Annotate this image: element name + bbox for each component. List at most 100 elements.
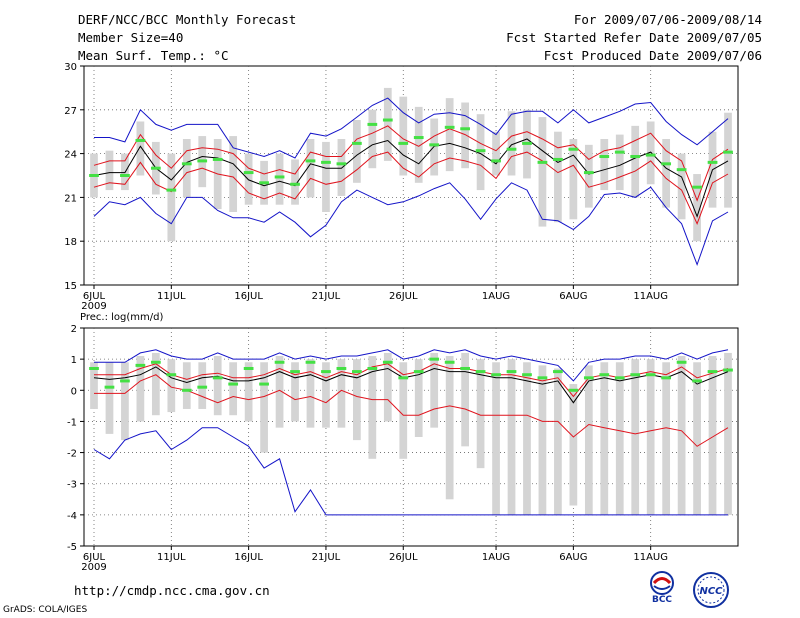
x-tick-label: 26JUL: [389, 291, 418, 302]
spread-box: [151, 352, 160, 416]
spread-box: [291, 159, 299, 205]
observation-marker: [197, 159, 208, 163]
spread-box: [600, 139, 609, 191]
spread-box: [337, 359, 346, 428]
spread-box: [306, 359, 315, 428]
spread-box: [445, 356, 454, 500]
observation-marker: [274, 175, 285, 179]
observation-marker: [429, 143, 440, 147]
x-tick-label: 6AUG: [559, 552, 587, 563]
forecast-produced-date: Fcst Produced Date 2009/07/06: [543, 48, 762, 63]
spread-box: [492, 131, 500, 176]
spread-box: [600, 362, 609, 515]
observation-marker: [212, 157, 223, 161]
observation-marker: [491, 373, 501, 377]
spread-box: [554, 368, 562, 515]
spread-box: [662, 139, 671, 208]
y-tick-label: 2: [71, 324, 77, 335]
observation-marker: [413, 370, 424, 374]
x-tick-label: 26JUL: [389, 552, 418, 563]
observation-marker: [707, 160, 718, 164]
observation-marker: [259, 181, 269, 185]
spread-box: [244, 153, 253, 205]
observation-marker: [614, 150, 625, 154]
spread-box: [322, 141, 330, 212]
observation-marker: [89, 366, 99, 370]
spread-box: [693, 174, 701, 242]
forecast-period: For 2009/07/06-2009/08/14: [573, 12, 762, 27]
observation-marker: [630, 155, 641, 159]
spread-box: [615, 134, 624, 191]
x-tick-label: 6JUL: [83, 291, 106, 302]
plot-frame: [83, 65, 739, 286]
spread-box: [538, 117, 547, 227]
y-tick-label: -1: [67, 417, 77, 428]
y-tick-label: -3: [67, 480, 77, 491]
x-tick-label: 1AUG: [482, 552, 510, 563]
observation-marker: [692, 379, 702, 383]
y-tick-label: 1: [71, 355, 77, 366]
spread-box: [677, 356, 686, 515]
spread-box: [136, 121, 145, 176]
observation-marker: [506, 370, 517, 374]
observation-marker: [537, 160, 548, 164]
observation-marker: [150, 360, 161, 364]
spread-box: [492, 362, 500, 515]
observation-marker: [104, 385, 115, 389]
ncc-logo-text: NCC: [699, 586, 723, 597]
spread-box: [476, 359, 485, 469]
observation-marker: [599, 373, 610, 377]
spread-box: [229, 362, 238, 416]
plot-frame: [83, 327, 739, 547]
source-url[interactable]: http://cmdp.ncc.cma.gov.cn: [74, 583, 270, 598]
ensemble-mean-line: [93, 138, 729, 218]
observation-marker: [568, 147, 579, 151]
observation-marker: [398, 141, 409, 145]
observation-marker: [475, 149, 486, 153]
spread-box: [121, 362, 129, 441]
y-tick-label: 15: [64, 281, 77, 292]
observation-marker: [491, 159, 501, 163]
spread-box: [631, 359, 640, 515]
y-tick-label: -2: [67, 449, 77, 460]
observation-marker: [336, 366, 347, 370]
spread-box: [105, 150, 114, 191]
ensemble-lower-line: [94, 374, 729, 447]
observation-marker: [243, 366, 254, 370]
spread-box: [167, 153, 176, 242]
spread-box: [677, 153, 686, 220]
spread-box: [538, 365, 547, 515]
observation-marker: [120, 174, 130, 177]
observation-marker: [382, 360, 393, 364]
observation-marker: [460, 127, 470, 131]
spread-box: [414, 106, 423, 183]
spread-box: [337, 139, 346, 196]
observation-marker: [692, 185, 702, 189]
spread-box: [322, 362, 330, 428]
observation-marker: [382, 118, 393, 122]
observation-marker: [506, 147, 517, 151]
spread-box: [631, 125, 640, 198]
observation-marker: [290, 182, 300, 186]
spread-box: [213, 356, 222, 416]
observation-marker: [259, 382, 269, 386]
spread-box: [260, 362, 268, 453]
spread-box: [554, 131, 562, 223]
observation-marker: [661, 376, 672, 380]
observation-marker: [290, 370, 300, 374]
observation-marker: [352, 141, 362, 145]
x-tick-label: 11AUG: [633, 291, 668, 302]
observation-marker: [568, 388, 579, 392]
y-tick-label: -5: [67, 542, 77, 553]
bcc-logo: BCC: [640, 570, 684, 605]
panel-title: Prec.: log(mm/d): [80, 312, 163, 323]
spread-box: [198, 362, 207, 409]
spread-box: [105, 362, 114, 434]
observation-marker: [676, 360, 687, 364]
forecast-started-date: Fcst Started Refer Date 2009/07/05: [506, 30, 762, 45]
observation-marker: [197, 385, 208, 389]
observation-marker: [707, 370, 718, 374]
spread-box: [383, 352, 392, 422]
observation-marker: [89, 174, 99, 177]
